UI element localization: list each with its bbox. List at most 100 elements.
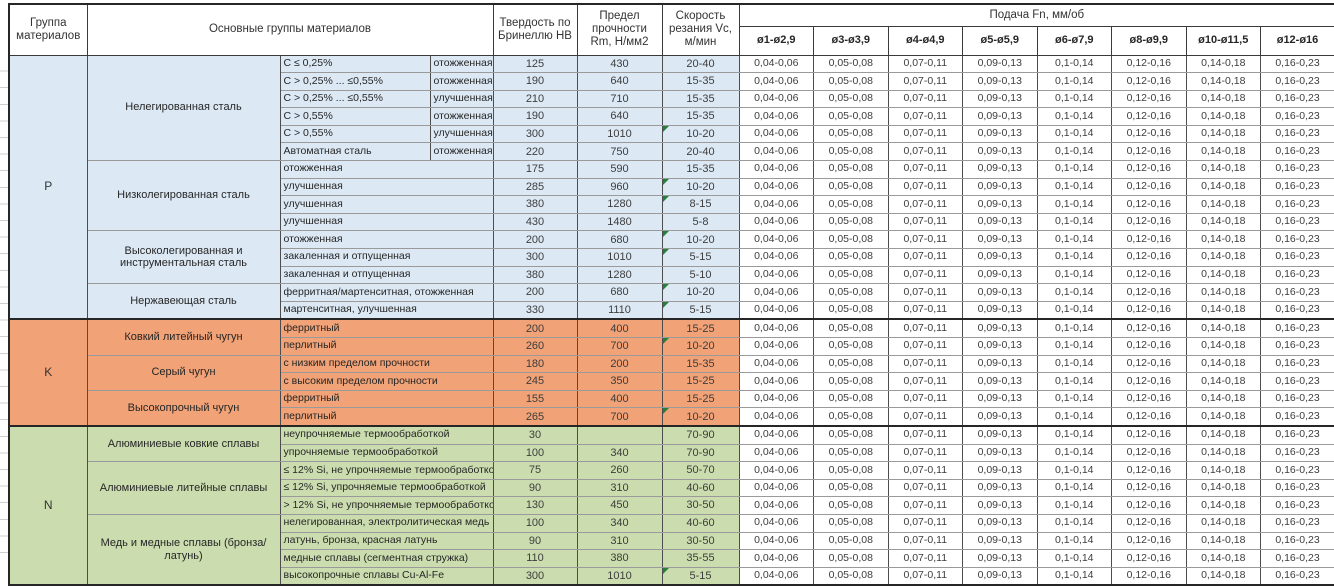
feed-cell[interactable]: 0,14-0,18 (1186, 355, 1261, 373)
feed-cell[interactable]: 0,07-0,11 (888, 462, 963, 480)
feed-cell[interactable]: 0,12-0,16 (1112, 231, 1187, 249)
feed-cell[interactable]: 0,05-0,08 (814, 161, 889, 179)
rm-cell[interactable]: 350 (577, 373, 662, 391)
feed-cell[interactable]: 0,12-0,16 (1112, 462, 1187, 480)
rm-cell[interactable]: 340 (577, 514, 662, 532)
feed-cell[interactable]: 0,05-0,08 (814, 55, 889, 73)
feed-cell[interactable]: 0,14-0,18 (1186, 550, 1261, 568)
family-cell[interactable]: Алюминиевые литейные сплавы (87, 462, 280, 515)
feed-cell[interactable]: 0,12-0,16 (1112, 426, 1187, 444)
feed-cell[interactable]: 0,04-0,06 (739, 390, 814, 408)
feed-cell[interactable]: 0,1-0,14 (1037, 284, 1112, 302)
feed-cell[interactable]: 0,09-0,13 (963, 567, 1038, 585)
feed-cell[interactable]: 0,04-0,06 (739, 338, 814, 356)
feed-cell[interactable]: 0,12-0,16 (1112, 125, 1187, 143)
feed-cell[interactable]: 0,07-0,11 (888, 90, 963, 108)
hb-cell[interactable]: 300 (493, 567, 577, 585)
feed-cell[interactable]: 0,16-0,23 (1261, 426, 1334, 444)
feed-cell[interactable]: 0,05-0,08 (814, 196, 889, 214)
vc-cell[interactable]: 10-20 (662, 338, 739, 356)
group-code-cell[interactable]: P (9, 55, 87, 319)
feed-cell[interactable]: 0,04-0,06 (739, 55, 814, 73)
vc-cell[interactable]: 15-35 (662, 355, 739, 373)
feed-cell[interactable]: 0,05-0,08 (814, 426, 889, 444)
rm-cell[interactable]: 1010 (577, 567, 662, 585)
feed-cell[interactable]: 0,12-0,16 (1112, 266, 1187, 284)
spec-cell[interactable]: перлитный (280, 338, 493, 356)
feed-cell[interactable]: 0,1-0,14 (1037, 373, 1112, 391)
feed-cell[interactable]: 0,12-0,16 (1112, 55, 1187, 73)
feed-cell[interactable]: 0,04-0,06 (739, 266, 814, 284)
rm-cell[interactable]: 590 (577, 161, 662, 179)
feed-cell[interactable]: 0,1-0,14 (1037, 390, 1112, 408)
feed-cell[interactable]: 0,05-0,08 (814, 532, 889, 550)
feed-cell[interactable]: 0,04-0,06 (739, 125, 814, 143)
feed-cell[interactable]: 0,05-0,08 (814, 338, 889, 356)
feed-cell[interactable]: 0,09-0,13 (963, 284, 1038, 302)
feed-cell[interactable]: 0,14-0,18 (1186, 266, 1261, 284)
rm-cell[interactable]: 380 (577, 550, 662, 568)
header-feed[interactable]: Подача Fn, мм/об (739, 4, 1334, 26)
feed-cell[interactable]: 0,07-0,11 (888, 355, 963, 373)
feed-cell[interactable]: 0,16-0,23 (1261, 55, 1334, 73)
vc-cell[interactable]: 8-15 (662, 196, 739, 214)
feed-cell[interactable]: 0,14-0,18 (1186, 90, 1261, 108)
feed-cell[interactable]: 0,07-0,11 (888, 426, 963, 444)
spec-cell[interactable]: ферритный (280, 390, 493, 408)
spec-cell[interactable]: упрочняемые термообработкой (280, 444, 493, 462)
state-cell[interactable]: отожженная (430, 108, 493, 126)
feed-cell[interactable]: 0,05-0,08 (814, 143, 889, 161)
header-main-material-groups[interactable]: Основные группы материалов (87, 4, 493, 55)
feed-cell[interactable]: 0,04-0,06 (739, 108, 814, 126)
feed-cell[interactable]: 0,04-0,06 (739, 178, 814, 196)
feed-cell[interactable]: 0,07-0,11 (888, 479, 963, 497)
feed-cell[interactable]: 0,04-0,06 (739, 567, 814, 585)
hb-cell[interactable]: 110 (493, 550, 577, 568)
feed-cell[interactable]: 0,14-0,18 (1186, 373, 1261, 391)
feed-cell[interactable]: 0,04-0,06 (739, 479, 814, 497)
feed-cell[interactable]: 0,16-0,23 (1261, 462, 1334, 480)
feed-cell[interactable]: 0,09-0,13 (963, 73, 1038, 91)
feed-cell[interactable]: 0,07-0,11 (888, 444, 963, 462)
rm-cell[interactable]: 260 (577, 462, 662, 480)
feed-cell[interactable]: 0,16-0,23 (1261, 196, 1334, 214)
feed-cell[interactable]: 0,16-0,23 (1261, 550, 1334, 568)
feed-cell[interactable]: 0,09-0,13 (963, 249, 1038, 267)
feed-cell[interactable]: 0,07-0,11 (888, 532, 963, 550)
feed-cell[interactable]: 0,05-0,08 (814, 355, 889, 373)
feed-cell[interactable]: 0,05-0,08 (814, 213, 889, 231)
feed-cell[interactable]: 0,16-0,23 (1261, 338, 1334, 356)
feed-cell[interactable]: 0,07-0,11 (888, 231, 963, 249)
feed-cell[interactable]: 0,05-0,08 (814, 90, 889, 108)
header-brinell-hardness[interactable]: Твердость по Бринеллю HB (493, 4, 577, 55)
hb-cell[interactable]: 90 (493, 479, 577, 497)
vc-cell[interactable]: 30-50 (662, 532, 739, 550)
feed-cell[interactable]: 0,04-0,06 (739, 497, 814, 515)
feed-cell[interactable]: 0,04-0,06 (739, 408, 814, 426)
feed-cell[interactable]: 0,16-0,23 (1261, 479, 1334, 497)
hb-cell[interactable]: 75 (493, 462, 577, 480)
family-cell[interactable]: Алюминиевые ковкие сплавы (87, 426, 280, 462)
feed-cell[interactable]: 0,09-0,13 (963, 355, 1038, 373)
feed-cell[interactable]: 0,09-0,13 (963, 462, 1038, 480)
feed-cell[interactable]: 0,12-0,16 (1112, 178, 1187, 196)
hb-cell[interactable]: 180 (493, 355, 577, 373)
feed-cell[interactable]: 0,1-0,14 (1037, 567, 1112, 585)
feed-cell[interactable]: 0,09-0,13 (963, 125, 1038, 143)
feed-cell[interactable]: 0,16-0,23 (1261, 73, 1334, 91)
feed-cell[interactable]: 0,12-0,16 (1112, 479, 1187, 497)
feed-cell[interactable]: 0,07-0,11 (888, 178, 963, 196)
feed-cell[interactable]: 0,14-0,18 (1186, 196, 1261, 214)
feed-cell[interactable]: 0,07-0,11 (888, 284, 963, 302)
feed-cell[interactable]: 0,16-0,23 (1261, 444, 1334, 462)
feed-cell[interactable]: 0,14-0,18 (1186, 284, 1261, 302)
feed-cell[interactable]: 0,16-0,23 (1261, 108, 1334, 126)
vc-cell[interactable]: 15-35 (662, 161, 739, 179)
family-cell[interactable]: Высокопрочный чугун (87, 390, 280, 426)
header-diameter-1[interactable]: ø1-ø2,9 (739, 26, 814, 55)
rm-cell[interactable]: 640 (577, 73, 662, 91)
feed-cell[interactable]: 0,12-0,16 (1112, 319, 1187, 337)
hb-cell[interactable]: 265 (493, 408, 577, 426)
feed-cell[interactable]: 0,07-0,11 (888, 108, 963, 126)
feed-cell[interactable]: 0,05-0,08 (814, 444, 889, 462)
